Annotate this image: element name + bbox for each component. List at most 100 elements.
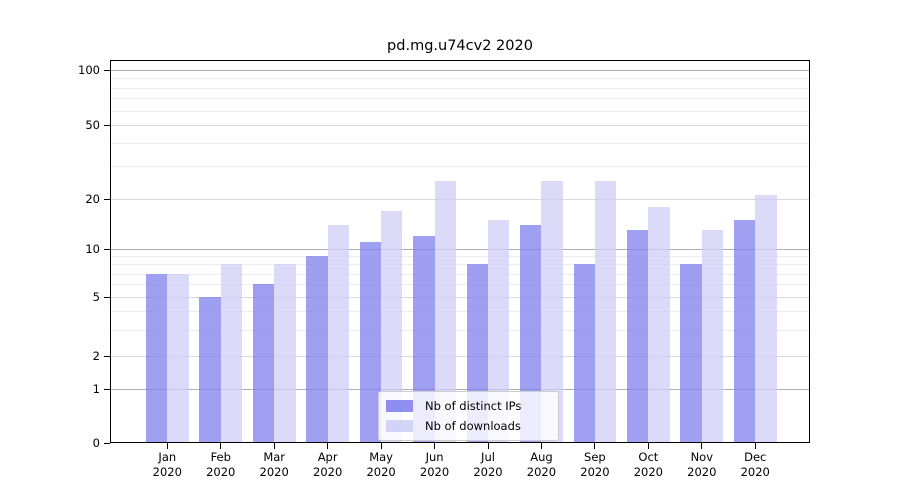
gridline-3: [111, 329, 809, 331]
bar-downloads-jun: [434, 180, 456, 442]
x-tick-month-feb: Feb: [210, 450, 231, 464]
y-tick-label-50: 50: [85, 118, 100, 132]
x-tick-may: [380, 443, 382, 449]
y-tick-20: [103, 198, 110, 200]
gridline-100: [111, 70, 809, 71]
y-tick-50: [103, 124, 110, 126]
gridline-9: [111, 256, 809, 258]
x-tick-label-may: May 2020: [349, 450, 413, 479]
y-tick-5: [103, 296, 110, 298]
bar-downloads-oct: [648, 206, 670, 442]
x-tick-dec: [754, 443, 756, 449]
y-tick-10: [103, 248, 110, 250]
x-tick-label-jan: Jan 2020: [135, 450, 199, 479]
x-tick-year-nov: 2020: [687, 464, 717, 479]
legend-swatch-downloads: [386, 419, 413, 432]
x-tick-oct: [647, 443, 649, 449]
x-tick-year-jul: 2020: [473, 464, 503, 479]
y-tick-label-100: 100: [78, 63, 100, 77]
bar-downloads-aug: [541, 180, 563, 442]
gridline-70: [111, 98, 809, 100]
legend-swatch-distinct-ips: [386, 400, 413, 413]
x-tick-nov: [701, 443, 703, 449]
y-tick-label-5: 5: [92, 290, 100, 304]
x-tick-month-may: May: [369, 450, 393, 464]
x-tick-label-feb: Feb 2020: [189, 450, 253, 479]
x-tick-year-sep: 2020: [580, 464, 610, 479]
legend: Nb of distinct IPs Nb of downloads: [378, 391, 559, 441]
y-tick-0: [103, 442, 110, 444]
gridline-8: [111, 264, 809, 266]
gridline-10: [111, 249, 809, 250]
bar-downloads-dec: [755, 195, 777, 442]
gridline-50: [111, 125, 809, 126]
bar-distinct-ips-feb: [199, 297, 221, 442]
bar-downloads-apr: [327, 224, 350, 442]
bar-downloads-sep: [594, 180, 617, 442]
x-tick-label-jul: Jul 2020: [456, 450, 520, 479]
x-tick-apr: [327, 443, 329, 449]
bar-downloads-jul: [488, 219, 510, 442]
legend-item-downloads: Nb of downloads: [386, 419, 550, 433]
y-tick-label-10: 10: [85, 242, 100, 256]
gridline-30: [111, 166, 809, 168]
y-tick-label-0: 0: [92, 436, 100, 450]
x-tick-month-oct: Oct: [638, 450, 659, 464]
x-tick-label-sep: Sep 2020: [563, 450, 627, 479]
gridline-5: [111, 297, 809, 298]
x-tick-year-mar: 2020: [259, 464, 289, 479]
x-tick-month-aug: Aug: [530, 450, 553, 464]
bar-distinct-ips-mar: [252, 284, 275, 442]
x-tick-month-mar: Mar: [263, 450, 286, 464]
gridline-1: [111, 389, 809, 390]
bar-distinct-ips-jan: [145, 273, 168, 442]
bar-distinct-ips-dec: [733, 219, 756, 442]
chart-title: pd.mg.u74cv2 2020: [387, 38, 533, 54]
y-tick-label-1: 1: [92, 382, 100, 396]
legend-label-distinct-ips: Nb of distinct IPs: [425, 399, 522, 414]
x-tick-year-apr: 2020: [313, 464, 343, 479]
x-tick-year-aug: 2020: [526, 464, 557, 479]
x-tick-jul: [487, 443, 489, 449]
x-tick-label-oct: Oct 2020: [616, 450, 680, 479]
bar-distinct-ips-oct: [626, 230, 649, 442]
x-tick-label-aug: Aug 2020: [509, 450, 573, 479]
gridline-6: [111, 284, 809, 286]
x-tick-month-apr: Apr: [317, 450, 338, 464]
gridline-4: [111, 311, 809, 313]
plot-area: Nb of distinct IPs Nb of downloads: [110, 60, 810, 443]
x-tick-feb: [220, 443, 222, 449]
bar-distinct-ips-may: [359, 242, 382, 442]
bar-distinct-ips-sep: [573, 264, 595, 442]
x-tick-year-dec: 2020: [740, 464, 770, 479]
bar-distinct-ips-nov: [680, 264, 702, 442]
gridline-60: [111, 110, 809, 112]
gridline-90: [111, 78, 809, 80]
y-tick-label-20: 20: [85, 192, 100, 206]
x-tick-year-feb: 2020: [206, 464, 236, 479]
x-tick-label-dec: Dec 2020: [723, 450, 787, 479]
x-tick-label-mar: Mar 2020: [242, 450, 306, 479]
x-tick-aug: [540, 443, 542, 449]
x-tick-sep: [594, 443, 596, 449]
bar-downloads-jan: [167, 273, 189, 442]
y-tick-2: [103, 355, 110, 357]
y-tick-1: [103, 388, 110, 390]
y-tick-label-2: 2: [92, 349, 100, 363]
gridline-20: [111, 199, 809, 200]
legend-label-downloads: Nb of downloads: [425, 418, 521, 433]
bar-downloads-feb: [220, 264, 243, 442]
x-tick-label-nov: Nov 2020: [670, 450, 734, 479]
x-tick-month-jul: Jul: [481, 450, 495, 464]
bar-distinct-ips-aug: [520, 224, 542, 442]
gridline-40: [111, 143, 809, 145]
gridline-2: [111, 356, 809, 357]
x-tick-month-jun: Jun: [425, 450, 444, 464]
y-tick-100: [103, 69, 110, 71]
bar-distinct-ips-jun: [413, 235, 435, 442]
bar-distinct-ips-apr: [306, 256, 328, 442]
x-tick-label-jun: Jun 2020: [403, 450, 467, 479]
x-tick-label-apr: Apr 2020: [296, 450, 360, 479]
legend-item-distinct-ips: Nb of distinct IPs: [386, 399, 550, 413]
